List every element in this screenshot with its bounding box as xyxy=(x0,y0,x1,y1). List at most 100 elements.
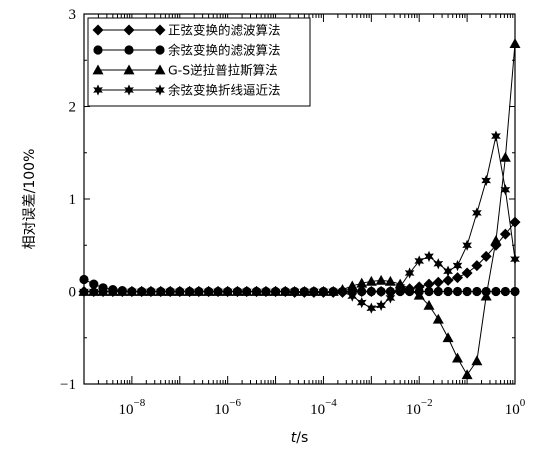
series-3-point xyxy=(480,290,492,301)
series-4-point xyxy=(366,302,377,314)
series-2-point xyxy=(443,286,453,297)
legend-item: 余弦变换的滤波算法 xyxy=(93,43,281,58)
series-4-point xyxy=(251,285,262,298)
series-1-point xyxy=(480,250,492,262)
legend-box xyxy=(87,17,311,107)
series-2-point xyxy=(472,286,482,297)
series-3-point xyxy=(452,352,464,363)
series-3-point xyxy=(384,275,396,286)
y-tick-label: −1 xyxy=(60,377,76,393)
series-2-point xyxy=(366,286,376,297)
series-3-point xyxy=(423,299,435,310)
series-4-point xyxy=(433,258,444,270)
series-4-point xyxy=(98,285,108,298)
series-4-point xyxy=(146,285,156,298)
x-tick-label: 10−8 xyxy=(119,397,146,418)
series-2-point xyxy=(89,279,99,289)
series-4 xyxy=(79,130,520,314)
series-4-point xyxy=(376,299,386,311)
legend-label: G-S逆拉普拉斯算法 xyxy=(168,63,278,78)
series-3-point xyxy=(442,332,454,343)
series-4-point xyxy=(462,239,472,251)
legend-marker xyxy=(93,84,103,96)
series-4-point xyxy=(308,285,319,298)
series-4-point xyxy=(88,285,99,298)
legend-marker xyxy=(154,64,166,75)
series-4-point xyxy=(232,285,243,298)
series-4-point xyxy=(261,285,271,298)
series-2-point xyxy=(424,286,434,297)
legend-marker xyxy=(154,24,166,36)
series-1 xyxy=(78,216,521,298)
series-3-point xyxy=(413,289,425,300)
series-3-point xyxy=(375,274,387,285)
y-axis-title: 相对误差/100% xyxy=(22,149,38,250)
series-2-point xyxy=(452,286,463,297)
series-2-point xyxy=(500,286,510,297)
y-tick-label: 3 xyxy=(69,7,77,23)
series-3-point xyxy=(471,355,483,366)
series-3-point xyxy=(432,313,444,324)
series-4-point xyxy=(500,184,511,196)
series-1-point xyxy=(442,274,454,286)
series-4-point xyxy=(395,281,406,293)
series-4-point xyxy=(424,250,434,262)
legend-marker xyxy=(124,84,134,96)
series-2-point xyxy=(491,286,501,297)
y-tick-label: 2 xyxy=(69,100,77,116)
series-4-point xyxy=(155,285,166,298)
series-4-point xyxy=(347,290,358,302)
series-4-point xyxy=(299,285,310,298)
x-tick-label: 100 xyxy=(505,397,526,418)
series-4-point xyxy=(356,297,367,309)
series-3-point xyxy=(346,280,358,291)
legend-marker xyxy=(155,45,165,55)
series-1-point xyxy=(499,228,511,240)
series-4-point xyxy=(472,207,482,219)
series-3-point xyxy=(490,235,502,246)
series-4-point xyxy=(213,285,223,298)
series-2-point xyxy=(385,286,395,297)
series-3-point xyxy=(499,151,511,162)
x-axis-title: t/s xyxy=(291,430,309,446)
y-tick-label: 1 xyxy=(69,192,77,208)
legend-item: 余弦变换折线逼近法 xyxy=(93,83,281,98)
legend-marker xyxy=(155,84,165,96)
series-2-point xyxy=(357,286,367,297)
series-2-point xyxy=(433,286,443,297)
series-3-point xyxy=(461,369,473,380)
legend-item: 正弦变换的滤波算法 xyxy=(92,23,281,38)
series-4-point xyxy=(337,285,348,298)
series-4-line xyxy=(84,135,516,309)
series-4-point xyxy=(328,285,339,298)
series-4-point xyxy=(452,260,463,272)
series-1-point xyxy=(452,272,464,284)
series-4-point xyxy=(414,255,425,267)
legend-marker xyxy=(92,24,104,36)
series-4-point xyxy=(289,285,300,298)
series-4-point xyxy=(165,285,176,298)
series-1-point xyxy=(432,276,444,288)
series-4-point xyxy=(117,285,128,298)
series-2-point xyxy=(462,286,472,297)
series-1-point xyxy=(423,278,435,290)
series-4-point xyxy=(491,130,501,142)
series-4-point xyxy=(193,285,204,298)
legend-marker xyxy=(123,64,135,75)
x-tick-label: 10−6 xyxy=(214,397,241,418)
legend-marker xyxy=(123,24,135,36)
series-4-point xyxy=(443,265,453,277)
legend-label: 余弦变换折线逼近法 xyxy=(168,83,281,98)
series-3-point xyxy=(404,283,416,294)
series-4-point xyxy=(404,267,415,279)
series-4-point xyxy=(385,292,396,304)
series-4-point xyxy=(184,285,195,298)
series-4-point xyxy=(222,285,233,298)
y-tick-label: 0 xyxy=(69,285,77,301)
series-4-point xyxy=(318,285,329,298)
series-4-point xyxy=(136,285,147,298)
legend-label: 余弦变换的滤波算法 xyxy=(168,43,281,58)
series-4-point xyxy=(174,285,185,298)
x-tick-label: 10−4 xyxy=(310,397,337,418)
